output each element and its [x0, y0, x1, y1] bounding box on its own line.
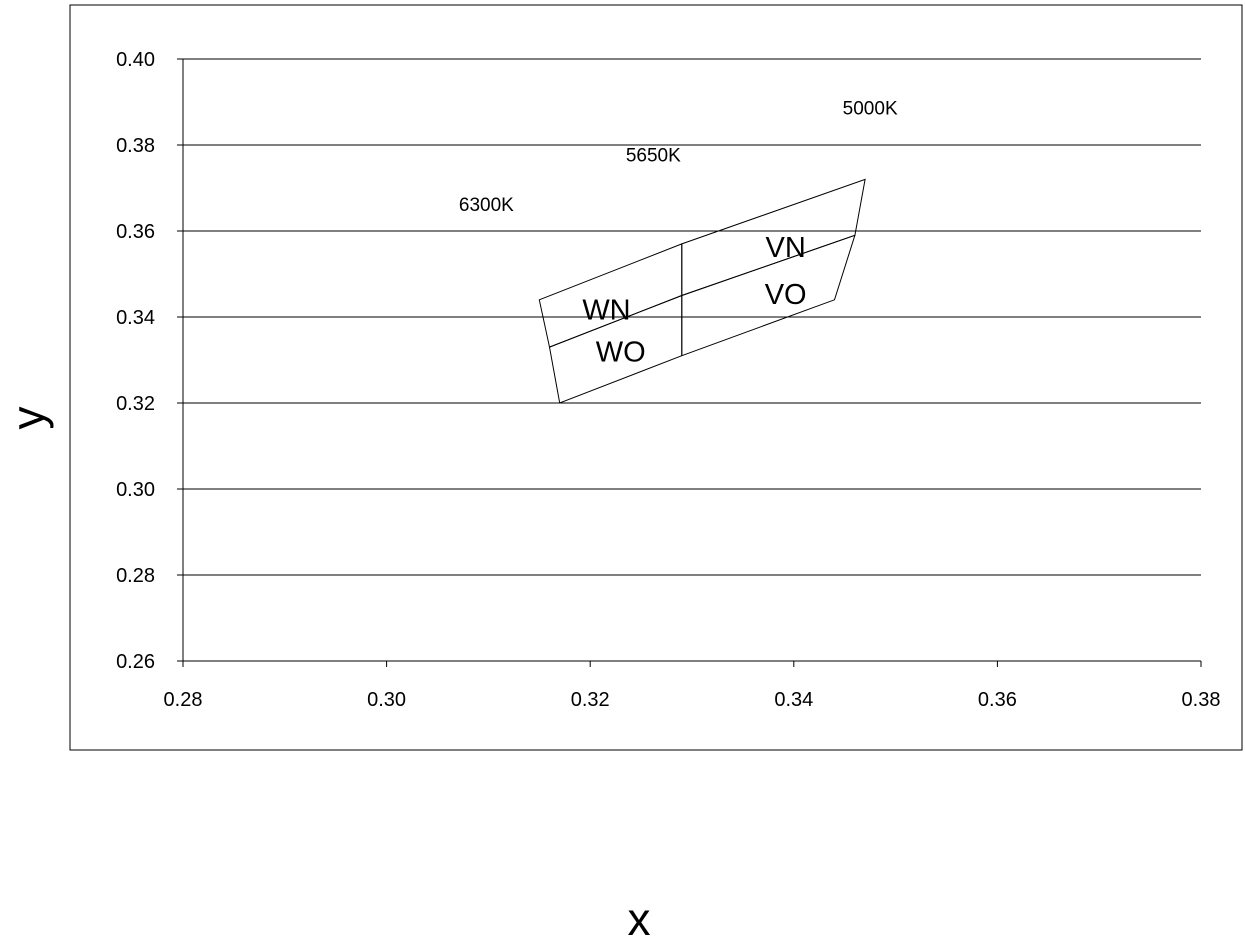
- bin-regions: WN WO VN VO: [538, 178, 866, 404]
- region-label-wo: WO: [596, 336, 646, 368]
- region-label-vo: VO: [765, 279, 807, 311]
- region-label-vn: VN: [766, 232, 806, 264]
- x-axis-ticks: 0.28 0.30 0.32 0.34 0.36 0.38: [164, 661, 1221, 711]
- y-axis-label: y: [2, 407, 54, 430]
- y-tick-label: 0.40: [116, 49, 155, 71]
- cct-annotations: 5000K 5650K 6300K: [459, 99, 898, 216]
- cct-label: 5000K: [843, 99, 898, 120]
- y-axis-ticks: 0.26 0.28 0.30 0.32 0.34 0.36 0.38 0.40: [116, 49, 183, 673]
- y-tick-label: 0.30: [116, 479, 155, 501]
- x-tick-label: 0.32: [571, 689, 610, 711]
- y-tick-label: 0.36: [116, 221, 155, 243]
- y-tick-label: 0.38: [116, 135, 155, 157]
- region-vo: [681, 234, 856, 357]
- x-tick-label: 0.34: [774, 689, 813, 711]
- y-tick-label: 0.34: [116, 307, 155, 329]
- y-tick-label: 0.28: [116, 565, 155, 587]
- gridlines: [183, 58, 1201, 576]
- cct-label: 5650K: [626, 145, 681, 166]
- x-tick-label: 0.30: [367, 689, 406, 711]
- x-axis-label: x: [628, 893, 651, 945]
- y-tick-label: 0.32: [116, 393, 155, 415]
- x-tick-label: 0.38: [1182, 689, 1221, 711]
- cct-label: 6300K: [459, 195, 514, 216]
- region-label-wn: WN: [582, 294, 630, 326]
- y-tick-label: 0.26: [116, 651, 155, 673]
- x-tick-label: 0.28: [164, 689, 203, 711]
- x-tick-label: 0.36: [978, 689, 1017, 711]
- chart-frame: [69, 4, 1243, 751]
